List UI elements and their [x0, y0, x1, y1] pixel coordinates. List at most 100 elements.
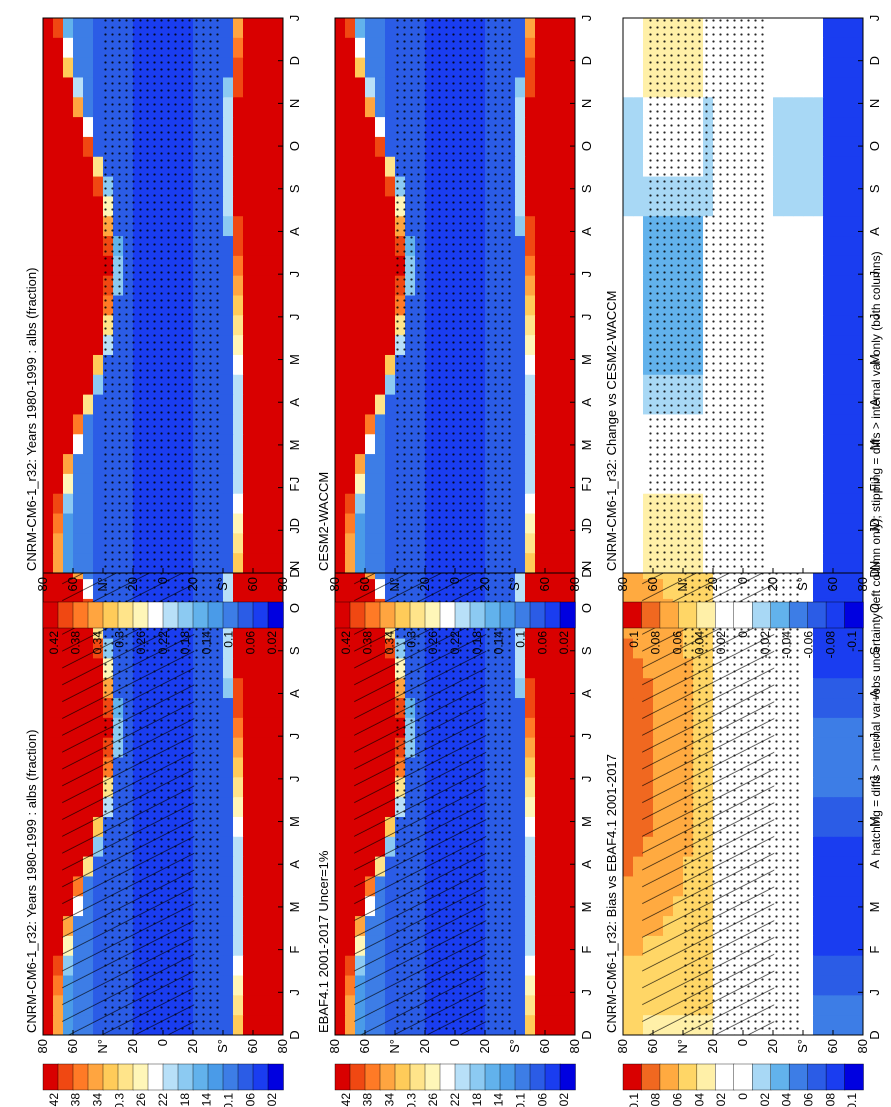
- colorbar-swatch: [733, 1063, 753, 1091]
- heatmap-cell: [515, 895, 526, 917]
- heatmap-cell: [843, 975, 854, 996]
- heatmap-cell: [823, 96, 834, 118]
- heatmap-cell: [813, 96, 824, 118]
- x-tick-label: A: [287, 689, 302, 698]
- heatmap-cell: [633, 275, 644, 296]
- heatmap-cell: [783, 394, 794, 415]
- x-tick-label: D: [287, 1030, 302, 1039]
- heatmap-cell: [53, 433, 64, 455]
- heatmap-cell: [813, 354, 824, 375]
- heatmap-cell: [843, 195, 854, 217]
- heatmap-cell: [385, 354, 396, 375]
- heatmap-cell: [853, 796, 864, 817]
- heatmap-cell: [565, 76, 576, 98]
- x-tick-label: F: [579, 484, 594, 492]
- heatmap-cell: [515, 96, 526, 118]
- heatmap-cell: [833, 875, 844, 897]
- y-tick-label: 60: [245, 1039, 260, 1053]
- heatmap-cell: [223, 915, 234, 936]
- heatmap-cell: [823, 493, 834, 514]
- heatmap-cell: [565, 195, 576, 217]
- heatmap-cell: [843, 493, 854, 514]
- heatmap-cell: [243, 37, 254, 58]
- colorbar-swatch: [132, 1063, 149, 1091]
- heatmap-cell: [253, 493, 264, 514]
- heatmap-cell: [263, 638, 274, 659]
- heatmap-cell: [823, 354, 834, 375]
- heatmap-cell: [63, 116, 74, 137]
- heatmap-cell: [53, 513, 64, 534]
- heatmap-cell: [833, 314, 844, 336]
- heatmap-cell: [93, 195, 104, 217]
- x-tick-label: M: [287, 816, 302, 827]
- heatmap-cell: [623, 76, 634, 98]
- colorbar-swatch: [424, 601, 441, 629]
- heatmap-cell: [633, 816, 644, 837]
- heatmap-cell: [853, 37, 864, 58]
- heatmap-cell: [633, 116, 644, 137]
- heatmap-cell: [355, 156, 366, 177]
- x-tick-label: O: [287, 603, 302, 613]
- heatmap-cell: [515, 677, 526, 699]
- heatmap-cell: [565, 955, 576, 976]
- heatmap-cell: [525, 156, 536, 177]
- heatmap-cell: [803, 737, 814, 758]
- heatmap-cell: [223, 532, 234, 554]
- heatmap-cell: [223, 295, 234, 316]
- colorbar-swatch: [715, 1063, 735, 1091]
- heatmap-cell: [335, 1014, 346, 1035]
- heatmap-cell: [233, 195, 244, 217]
- heatmap-cell: [53, 657, 64, 679]
- heatmap-cell: [565, 433, 576, 455]
- y-tick-label: 20: [125, 577, 140, 591]
- heatmap-cell: [833, 552, 844, 573]
- colorbar-swatch: [788, 601, 809, 629]
- colorbar-swatch: [484, 1063, 501, 1091]
- colorbar-swatch: [770, 1063, 790, 1091]
- heatmap-cell: [823, 195, 834, 217]
- heatmap-cell: [253, 657, 264, 679]
- heatmap-cell: [545, 975, 556, 996]
- heatmap-cell: [53, 836, 64, 857]
- heatmap-cell: [355, 235, 366, 256]
- heatmap-cell: [345, 935, 356, 956]
- heatmap-cell: [555, 975, 566, 996]
- heatmap-cell: [833, 796, 844, 817]
- heatmap-cell: [823, 955, 834, 976]
- heatmap-cell: [773, 295, 784, 316]
- heatmap-cell: [783, 156, 794, 177]
- heatmap-cell: [273, 116, 284, 137]
- heatmap-cell: [335, 413, 346, 435]
- heatmap-cell: [833, 895, 844, 917]
- heatmap-cell: [623, 136, 634, 157]
- panel-title: EBAF4.1 2001-2017 Uncer=1%: [316, 850, 331, 1033]
- heatmap-cell: [535, 17, 546, 38]
- heatmap-cell: [853, 334, 864, 355]
- heatmap-cell: [73, 57, 84, 78]
- heatmap-cell: [565, 235, 576, 256]
- heatmap-cell: [633, 638, 644, 659]
- heatmap-cell: [53, 578, 64, 599]
- heatmap-cell: [843, 796, 854, 817]
- heatmap-cell: [263, 433, 274, 455]
- heatmap-cell: [243, 195, 254, 217]
- heatmap-cell: [273, 796, 284, 817]
- heatmap-cell: [73, 394, 84, 415]
- heatmap-cell: [565, 37, 576, 58]
- heatmap-cell: [73, 433, 84, 455]
- heatmap-cell: [515, 255, 526, 276]
- heatmap-cell: [833, 975, 844, 996]
- heatmap-cell: [623, 96, 634, 118]
- heatmap-cell: [53, 895, 64, 917]
- heatmap-cell: [53, 473, 64, 494]
- heatmap-cell: [565, 717, 576, 738]
- heatmap-cell: [833, 453, 844, 474]
- heatmap-cell: [43, 76, 54, 98]
- heatmap-cell: [375, 37, 386, 58]
- heatmap-cell: [623, 776, 634, 798]
- heatmap-cell: [73, 295, 84, 316]
- heatmap-cell: [853, 374, 864, 395]
- heatmap-cell: [243, 776, 254, 798]
- heatmap-cell: [355, 57, 366, 78]
- heatmap-cell: [375, 473, 386, 494]
